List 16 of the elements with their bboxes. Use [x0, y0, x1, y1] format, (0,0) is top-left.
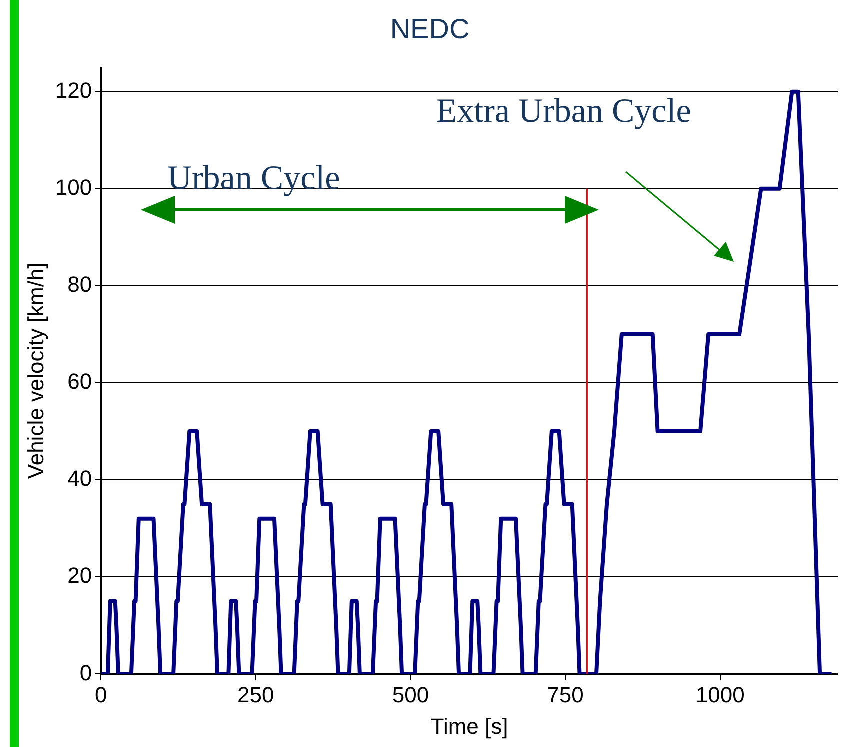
y-tick-label: 60 — [68, 369, 92, 394]
y-tick-label: 80 — [68, 272, 92, 298]
x-tick-label: 1000 — [696, 682, 745, 708]
y-axis-title: Vehicle velocity [km/h] — [23, 262, 48, 480]
chart-title: NEDC — [390, 14, 470, 45]
x-tick-label: 250 — [238, 682, 274, 708]
x-tick-label: 750 — [547, 682, 584, 708]
annotation: Urban Cycle — [167, 160, 340, 197]
y-tick-label: 100 — [55, 174, 92, 200]
y-tick-label: 20 — [68, 563, 92, 588]
y-tick-label: 0 — [80, 660, 92, 686]
y-tick-label: 120 — [55, 78, 92, 103]
y-tick-label: 40 — [68, 466, 92, 492]
x-tick-label: 500 — [392, 682, 430, 708]
annotation: Extra Urban Cycle — [436, 93, 692, 130]
x-axis-title: Time [s] — [430, 714, 508, 739]
